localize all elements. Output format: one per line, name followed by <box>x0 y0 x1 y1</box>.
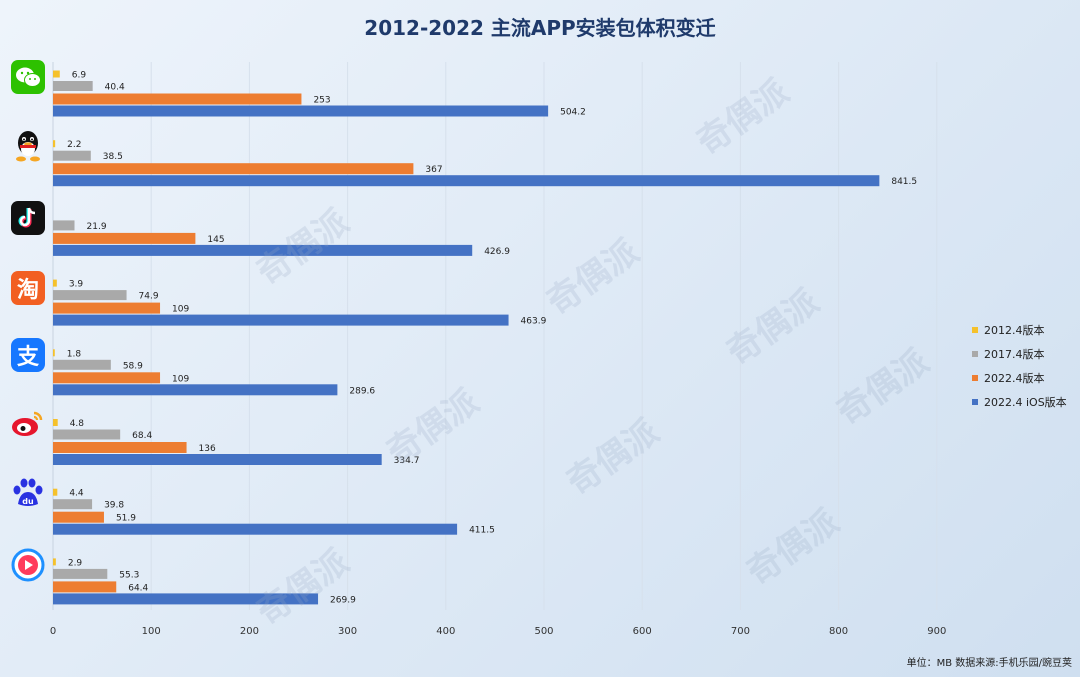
qq-icon <box>11 129 45 163</box>
x-tick-label: 900 <box>927 626 946 637</box>
bar <box>53 163 414 175</box>
bar <box>53 150 91 161</box>
data-label: 40.4 <box>105 83 125 93</box>
data-label: 426.9 <box>484 247 510 257</box>
x-tick-label: 800 <box>829 626 848 637</box>
bar <box>53 523 458 535</box>
legend-label: 2012.4版本 <box>984 324 1045 337</box>
legend-item: 2012.4版本 <box>972 318 1067 342</box>
x-tick-label: 200 <box>240 626 259 637</box>
bar <box>53 372 161 384</box>
baidu-icon: du <box>11 476 45 510</box>
x-tick-label: 400 <box>436 626 455 637</box>
data-label: 2.2 <box>67 140 81 150</box>
bar <box>53 302 161 314</box>
bar <box>53 511 104 523</box>
bar <box>53 568 108 579</box>
legend-swatch <box>972 375 978 381</box>
data-label: 6.9 <box>72 71 87 81</box>
legend-item: 2022.4版本 <box>972 366 1067 390</box>
chart-title: 2012-2022 主流APP安装包体积变迁 <box>364 16 716 40</box>
x-tick-label: 700 <box>731 626 750 637</box>
legend-item: 2022.4 iOS版本 <box>972 390 1067 414</box>
youku-icon <box>11 548 45 582</box>
data-label: 55.3 <box>119 570 139 580</box>
taobao-icon: 淘 <box>11 271 45 305</box>
x-tick-label: 300 <box>338 626 357 637</box>
data-label: 3.9 <box>69 280 84 290</box>
legend-label: 2017.4版本 <box>984 348 1045 361</box>
douyin-icon <box>11 201 45 235</box>
data-label: 4.8 <box>70 419 85 429</box>
data-label: 145 <box>207 235 224 245</box>
bar <box>53 175 880 187</box>
data-label: 136 <box>199 444 216 454</box>
data-label: 4.4 <box>69 489 84 499</box>
bar <box>53 105 549 117</box>
bar <box>53 442 187 453</box>
data-label: 463.9 <box>521 317 547 327</box>
bar <box>53 314 509 326</box>
data-label: 64.4 <box>128 583 148 593</box>
data-label: 841.5 <box>891 177 917 187</box>
bar <box>53 70 60 78</box>
bar <box>53 359 111 370</box>
bar <box>53 429 121 440</box>
wechat-icon <box>11 60 45 94</box>
legend-label: 2022.4 iOS版本 <box>984 396 1067 409</box>
data-label: 269.9 <box>330 595 356 605</box>
data-label: 2.9 <box>68 558 83 568</box>
bar <box>53 232 196 244</box>
svg-text:du: du <box>22 497 34 506</box>
data-label: 39.8 <box>104 501 124 511</box>
data-label: 411.5 <box>469 526 495 536</box>
source-footer: 单位：MB 数据来源:手机乐园/豌豆荚 <box>906 658 1072 669</box>
x-tick-label: 500 <box>534 626 553 637</box>
bar <box>53 488 58 496</box>
data-label: 334.7 <box>394 456 420 466</box>
x-tick-label: 100 <box>142 626 161 637</box>
legend-item: 2017.4版本 <box>972 342 1067 366</box>
data-label: 367 <box>425 165 442 175</box>
legend-swatch <box>972 327 978 333</box>
bar <box>53 244 473 256</box>
data-label: 74.9 <box>139 292 159 302</box>
x-tick-label: 600 <box>633 626 652 637</box>
data-label: 68.4 <box>132 431 152 441</box>
data-label: 253 <box>313 96 330 106</box>
bar <box>53 349 55 357</box>
bar <box>53 499 93 510</box>
alipay-icon: 支 <box>11 338 45 372</box>
bar <box>53 581 117 593</box>
bar <box>53 93 302 105</box>
bar <box>53 279 57 287</box>
data-label: 504.2 <box>560 108 586 118</box>
bar <box>53 220 75 231</box>
bar <box>53 454 382 465</box>
data-label: 289.6 <box>349 386 375 396</box>
data-label: 1.8 <box>67 349 82 359</box>
bar <box>53 290 127 301</box>
bar <box>53 419 58 426</box>
bar <box>53 384 338 396</box>
legend-label: 2022.4版本 <box>984 372 1045 385</box>
data-label: 38.5 <box>103 152 123 162</box>
x-tick-label: 0 <box>50 626 56 637</box>
data-label: 109 <box>172 374 189 384</box>
data-label: 58.9 <box>123 361 143 371</box>
data-label: 109 <box>172 305 189 315</box>
weibo-icon <box>11 406 45 440</box>
legend-swatch <box>972 351 978 357</box>
legend-swatch <box>972 399 978 405</box>
bar <box>53 558 56 566</box>
bar <box>53 140 56 148</box>
legend: 2012.4版本 2017.4版本 2022.4版本 2022.4 iOS版本 <box>972 318 1067 414</box>
data-label: 51.9 <box>116 514 136 524</box>
bar <box>53 81 93 91</box>
bar <box>53 593 319 605</box>
data-label: 21.9 <box>87 222 107 232</box>
